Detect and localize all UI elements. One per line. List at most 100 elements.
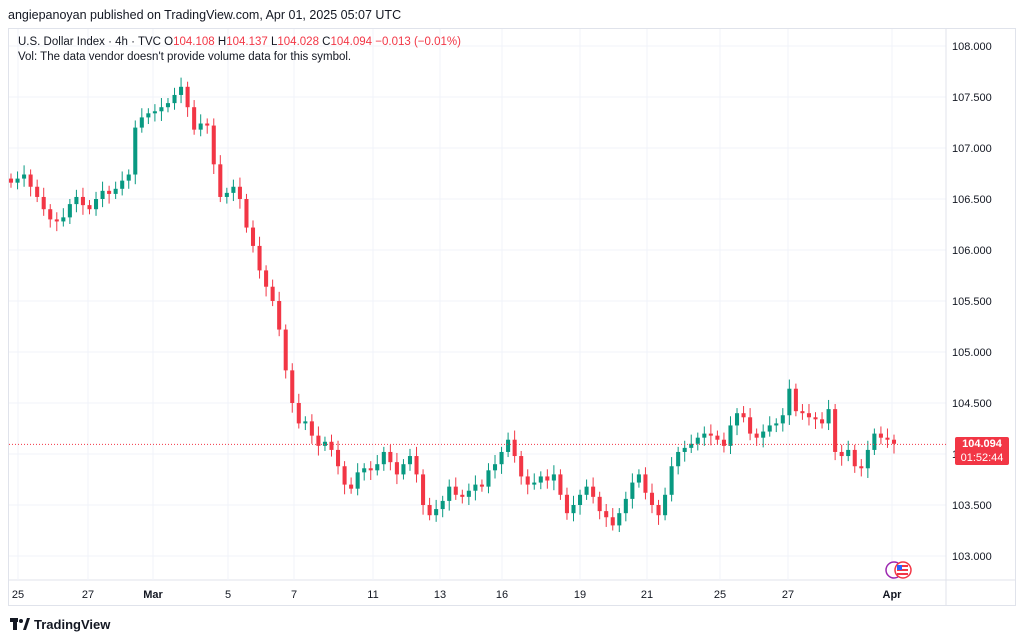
candle[interactable] <box>277 301 282 330</box>
candle[interactable] <box>355 472 360 489</box>
candle[interactable] <box>270 286 275 301</box>
candle[interactable] <box>839 451 844 457</box>
candle[interactable] <box>689 443 694 448</box>
candle[interactable] <box>558 474 563 495</box>
candle[interactable] <box>669 466 674 495</box>
candle[interactable] <box>473 484 478 491</box>
candle[interactable] <box>564 494 569 514</box>
us-flag-icon[interactable] <box>884 560 914 580</box>
candle[interactable] <box>604 511 609 518</box>
candle[interactable] <box>35 186 40 197</box>
candle[interactable] <box>656 505 661 516</box>
candle[interactable] <box>120 180 125 189</box>
candle[interactable] <box>891 439 897 444</box>
candle[interactable] <box>846 449 851 457</box>
candle[interactable] <box>787 388 792 416</box>
candle[interactable] <box>80 196 85 206</box>
candle[interactable] <box>48 209 53 220</box>
candle[interactable] <box>793 388 798 412</box>
candle[interactable] <box>94 199 99 210</box>
candle[interactable] <box>192 107 197 130</box>
candle[interactable] <box>362 468 367 473</box>
candle[interactable] <box>336 449 341 467</box>
candle[interactable] <box>447 486 452 501</box>
candle[interactable] <box>460 494 465 497</box>
candle[interactable] <box>865 449 870 469</box>
candle[interactable] <box>8 178 14 183</box>
candle[interactable] <box>41 196 46 210</box>
candle[interactable] <box>885 437 890 440</box>
candle[interactable] <box>708 433 713 436</box>
candle[interactable] <box>813 417 818 420</box>
candle[interactable] <box>741 413 746 418</box>
candle[interactable] <box>159 107 164 112</box>
candle[interactable] <box>146 113 151 118</box>
candle[interactable] <box>22 174 27 179</box>
candle[interactable] <box>67 204 72 218</box>
candle[interactable] <box>663 494 668 516</box>
candle[interactable] <box>381 451 386 465</box>
candle[interactable] <box>257 245 262 271</box>
candle[interactable] <box>826 409 831 424</box>
candle[interactable] <box>133 127 138 175</box>
candle[interactable] <box>702 433 707 438</box>
candle[interactable] <box>492 464 498 471</box>
candle[interactable] <box>820 419 825 424</box>
candle[interactable] <box>303 421 308 424</box>
candle[interactable] <box>316 435 321 446</box>
candle[interactable] <box>545 476 550 481</box>
candle[interactable] <box>61 217 66 222</box>
candle[interactable] <box>859 466 864 469</box>
candle[interactable] <box>198 123 203 130</box>
legend-symbol[interactable]: U.S. Dollar Index · 4h · TVC <box>18 36 161 48</box>
candle[interactable] <box>525 476 530 485</box>
candle[interactable] <box>453 486 458 495</box>
candle[interactable] <box>224 192 229 197</box>
candle[interactable] <box>434 509 439 516</box>
candle[interactable] <box>264 270 269 287</box>
candle[interactable] <box>617 513 622 526</box>
candle[interactable] <box>466 490 471 497</box>
chart-frame[interactable] <box>8 28 1016 606</box>
candle[interactable] <box>205 123 210 126</box>
candle[interactable] <box>571 505 576 514</box>
candle[interactable] <box>872 433 877 450</box>
candle[interactable] <box>800 411 805 414</box>
candle[interactable] <box>165 103 171 108</box>
candle[interactable] <box>54 219 59 222</box>
candle[interactable] <box>578 494 583 505</box>
candle[interactable] <box>721 439 726 446</box>
candle[interactable] <box>211 125 216 165</box>
candle[interactable] <box>126 174 131 181</box>
candle[interactable] <box>15 178 20 183</box>
candle[interactable] <box>649 492 655 505</box>
candle[interactable] <box>296 403 301 424</box>
candle[interactable] <box>237 186 242 199</box>
candle[interactable] <box>87 205 92 210</box>
candle[interactable] <box>584 486 589 495</box>
candle[interactable] <box>754 433 759 438</box>
candle[interactable] <box>643 474 648 493</box>
candle[interactable] <box>250 227 256 246</box>
candle[interactable] <box>185 86 190 108</box>
candle[interactable] <box>427 505 432 516</box>
candle[interactable] <box>852 449 857 467</box>
candle[interactable] <box>28 174 33 187</box>
candle[interactable] <box>218 164 223 197</box>
candle[interactable] <box>538 476 543 483</box>
candle[interactable] <box>322 441 327 446</box>
candle[interactable] <box>290 370 295 403</box>
candle[interactable] <box>767 425 772 432</box>
candle[interactable] <box>244 199 249 228</box>
candle[interactable] <box>283 329 288 371</box>
candle[interactable] <box>780 415 785 424</box>
candle[interactable] <box>506 439 511 452</box>
candle[interactable] <box>407 456 413 465</box>
candle[interactable] <box>375 464 380 471</box>
candle[interactable] <box>388 451 393 463</box>
candle[interactable] <box>728 425 733 446</box>
candle[interactable] <box>676 451 681 467</box>
candle[interactable] <box>774 423 779 426</box>
candle[interactable] <box>806 413 811 418</box>
